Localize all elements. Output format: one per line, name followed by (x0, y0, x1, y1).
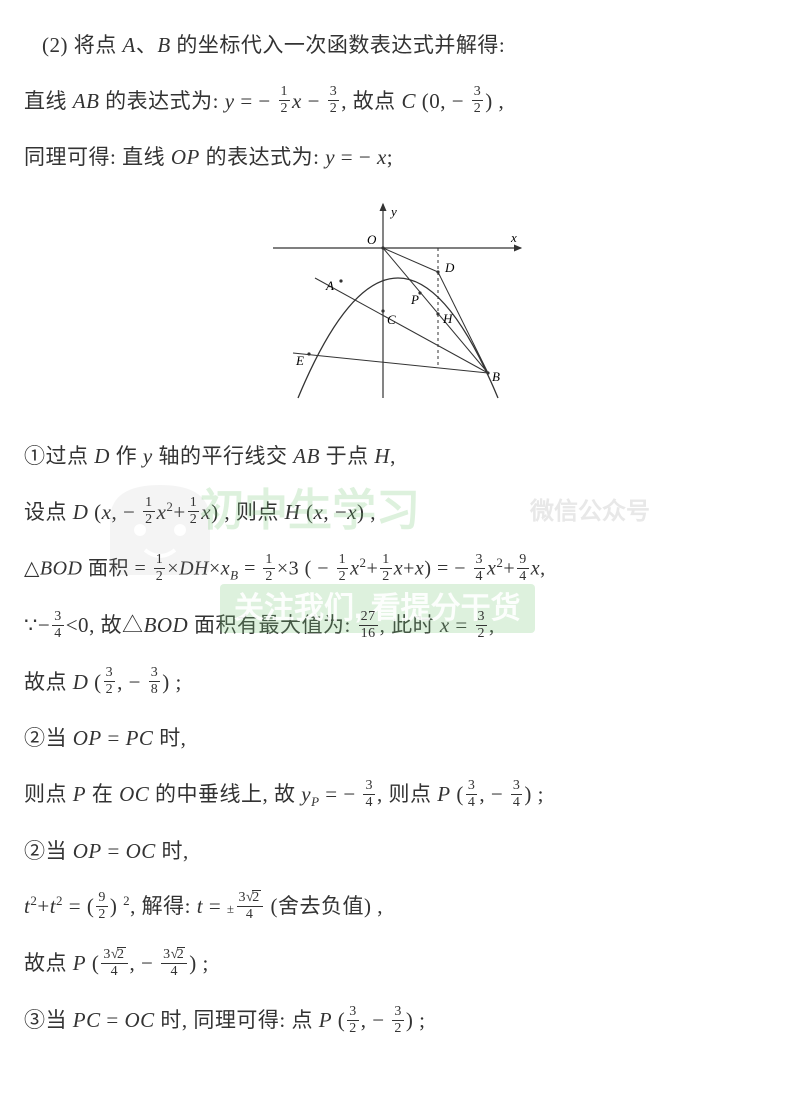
case-2b: ②当 OP = OC 时, (24, 836, 772, 868)
pt-D: D (444, 260, 455, 275)
parabola-diagram: y x O A B C D E H P (24, 198, 772, 418)
axis-y-label: y (389, 204, 397, 219)
case-2a: ②当 OP = PC 时, (24, 723, 772, 755)
step-1-intro: ①过点 D 作 y 轴的平行线交 AB 于点 H, (24, 441, 772, 473)
para-2-intro: (2) 将点 A、B 的坐标代入一次函数表达式并解得: (24, 30, 772, 62)
point-D-final: 故点 D (32, − 38) ; (24, 667, 772, 700)
pt-B: B (492, 369, 500, 384)
line-OP-expr: 同理可得: 直线 OP 的表达式为: y = − x; (24, 142, 772, 174)
pt-E: E (295, 353, 304, 368)
pt-C: C (387, 312, 396, 327)
triangle-area: △BOD 面积 = 12×DH×xB = 12×3 ( − 12x2+12x+x… (24, 553, 772, 586)
case-3: ③当 PC = OC 时, 同理可得: 点 P (32, − 32) ; (24, 1005, 772, 1038)
pt-O: O (367, 232, 377, 247)
set-point-D: 设点 D (x, − 12x2+12x) , 则点 H (x, −x) , (24, 497, 772, 530)
case-2b-result: 故点 P (3√24, − 3√24) ; (24, 948, 772, 981)
pt-P: P (410, 292, 419, 307)
pt-H: H (442, 311, 453, 326)
axis-x-label: x (510, 230, 517, 245)
pt-A: A (325, 278, 334, 293)
case-2a-result: 则点 P 在 OC 的中垂线上, 故 yP = − 34, 则点 P (34, … (24, 779, 772, 812)
case-2b-eqn: t2+t2 = (92) 2, 解得: t = ±3√24 (舍去负值) , (24, 891, 772, 924)
line-AB-expr: 直线 AB 的表达式为: y = − 12x − 32, 故点 C (0, − … (24, 86, 772, 119)
area-max: ∵−34<0, 故△BOD 面积有最大值为: 2716, 此时 x = 32, (24, 610, 772, 643)
